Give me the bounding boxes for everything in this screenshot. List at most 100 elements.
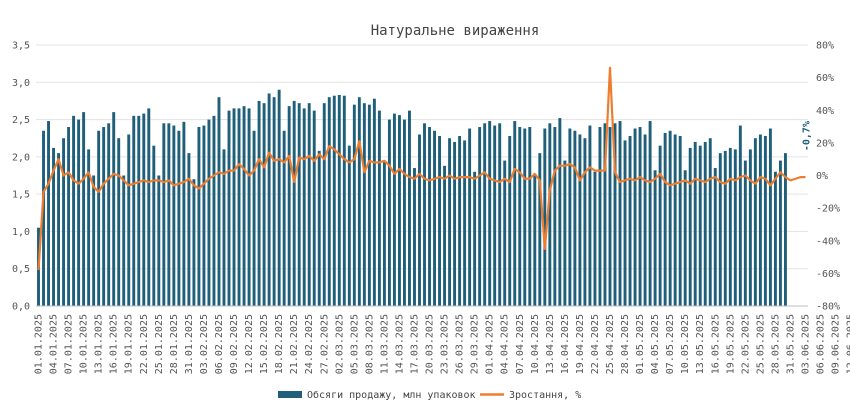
bar (538, 153, 542, 306)
bar (663, 132, 667, 306)
bar (97, 130, 101, 306)
line-series (37, 66, 806, 271)
bar (367, 104, 371, 306)
x-tick-label: 16.01.2025 (109, 314, 120, 374)
bar (187, 153, 191, 306)
bar (152, 145, 156, 306)
x-tick-label: 15.02.2025 (259, 314, 270, 374)
bar (327, 97, 331, 306)
bar (643, 134, 647, 306)
bar (628, 135, 632, 306)
bar (217, 97, 221, 306)
bar (603, 123, 607, 306)
bar (728, 147, 732, 306)
bar (738, 125, 742, 306)
bar (528, 127, 532, 306)
bar (733, 149, 737, 306)
bar (423, 123, 426, 306)
x-tick-label: 12.02.2025 (244, 314, 255, 374)
bar (763, 135, 767, 306)
bar (748, 149, 752, 306)
bar (267, 93, 271, 306)
bar (758, 134, 762, 306)
bar (468, 128, 472, 306)
bar (508, 135, 512, 306)
left-tick-label: 1,0 (12, 227, 30, 238)
bar (673, 134, 677, 306)
bar (302, 108, 306, 306)
bar (513, 121, 517, 306)
right-tick-label: -40% (816, 236, 840, 247)
left-tick-label: 0,0 (12, 302, 30, 313)
x-tick-label: 25.04.2025 (605, 314, 616, 374)
bar (483, 123, 487, 306)
bar (312, 110, 316, 307)
bar (352, 104, 356, 306)
bar (147, 108, 151, 306)
bar (533, 175, 537, 306)
bar (207, 119, 211, 306)
bar (82, 112, 86, 306)
bar (277, 89, 281, 307)
bar (257, 100, 261, 307)
x-tick-label: 07.05.2025 (665, 314, 676, 374)
bar (287, 106, 291, 307)
bar (112, 112, 116, 306)
bar (397, 115, 401, 306)
x-tick-label: 24.02.2025 (304, 314, 315, 374)
bar (72, 115, 76, 306)
x-tick-label: 05.03.2025 (349, 314, 360, 374)
x-tick-label: 27.02.2025 (319, 314, 330, 374)
x-tick-label: 28.04.2025 (620, 314, 631, 374)
bar (322, 103, 326, 306)
x-tick-label: 04.05.2025 (650, 314, 661, 374)
x-tick-label: 28.01.2025 (169, 314, 180, 374)
x-tick-label: 21.02.2025 (289, 314, 300, 374)
bar (613, 123, 617, 306)
bar (237, 108, 241, 306)
bar (638, 127, 642, 306)
bar (132, 115, 136, 306)
x-tick-label: 06.02.2025 (214, 314, 225, 374)
x-tick-label: 09.06.2025 (831, 314, 842, 374)
bar (598, 127, 602, 306)
x-tick-label: 22.05.2025 (740, 314, 751, 374)
left-tick-label: 2,0 (12, 152, 30, 163)
x-tick-label: 19.01.2025 (124, 314, 135, 374)
bar (523, 128, 527, 306)
x-tick-label: 23.03.2025 (440, 314, 451, 374)
bar (182, 121, 186, 306)
bar (177, 130, 181, 306)
x-tick-label: 16.05.2025 (710, 314, 721, 374)
x-tick-label: 04.04.2025 (500, 314, 511, 374)
bar (488, 121, 492, 306)
bar (753, 138, 757, 306)
right-tick-label: 0% (816, 171, 828, 182)
bar (743, 160, 747, 306)
bar (247, 108, 251, 306)
bar (568, 128, 572, 306)
bar (337, 94, 341, 307)
x-tick-label: 10.04.2025 (530, 314, 541, 374)
left-tick-label: 1,5 (12, 190, 30, 201)
x-tick-label: 03.02.2025 (199, 314, 210, 374)
bar (142, 113, 146, 306)
bar (418, 134, 421, 306)
bar (768, 128, 772, 306)
bar (232, 108, 236, 306)
right-tick-label: 80% (816, 41, 834, 52)
x-tick-label: 12.06.2025 (846, 314, 850, 374)
x-tick-label: 13.01.2025 (94, 314, 105, 374)
bar (503, 160, 507, 306)
chart-title: Натуральне вираження (371, 23, 540, 39)
bar (317, 150, 321, 306)
x-tick-label: 11.03.2025 (379, 314, 390, 374)
bar (498, 123, 502, 306)
x-tick-label: 10.01.2025 (79, 314, 90, 374)
legend-bar-label: Обсяги продажу, млн упаковок (307, 389, 476, 401)
bar (52, 147, 55, 306)
bar (633, 128, 637, 306)
right-tick-label: -80% (816, 302, 840, 313)
bar (372, 98, 376, 306)
